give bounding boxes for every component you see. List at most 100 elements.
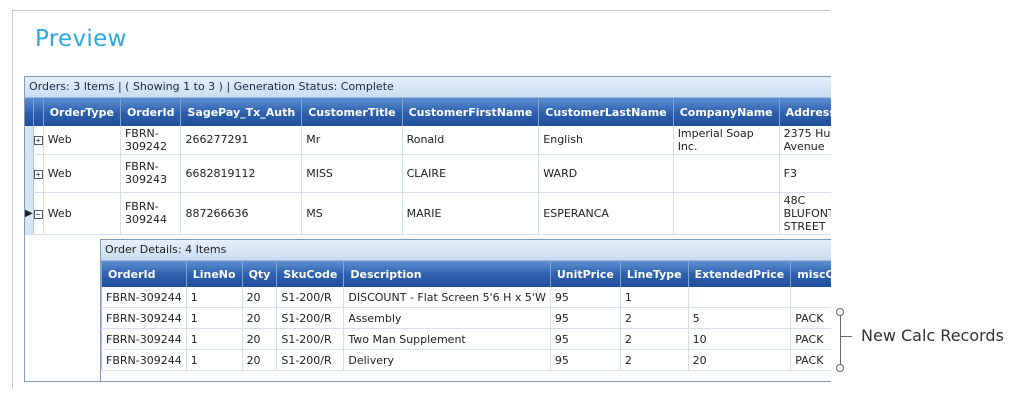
cell-addressline1: 48C BLUFONTEINE STREET: [779, 192, 831, 235]
detail-cell-skucode: S1-200/R: [276, 287, 345, 308]
cell-orderid: FBRN-309243: [120, 154, 182, 193]
column-header-sagepay_tx_auth[interactable]: SagePay_Tx_Auth: [180, 98, 303, 126]
column-header-ordertype[interactable]: OrderType: [43, 98, 121, 126]
cell-companyname: [673, 154, 780, 193]
cell-ordertype: Web: [43, 126, 121, 155]
detail-column-header-linetype[interactable]: LineType: [620, 261, 689, 287]
cell-customertitle: Mr: [301, 126, 403, 155]
cell-addressline1: F3: [779, 154, 831, 193]
detail-cell-orderid: FBRN-309244: [101, 349, 187, 371]
row-selector[interactable]: [25, 126, 34, 155]
detail-row[interactable]: FBRN-309244 1 20 S1-200/R Assembly 95 2 5 PACK: [101, 307, 831, 329]
detail-cell-unitprice: 95: [550, 287, 621, 308]
detail-cell-qty: 20: [242, 328, 278, 350]
detail-cell-skucode: S1-200/R: [276, 307, 345, 329]
column-header-orderid[interactable]: OrderId: [120, 98, 182, 126]
detail-cell-description: DISCOUNT - Flat Screen 5'6 H x 5'W: [343, 287, 551, 308]
detail-cell-extendedprice: 10: [688, 328, 792, 350]
detail-cell-linetype: 2: [620, 307, 689, 329]
cell-sagepay_tx_auth: 887266636: [180, 192, 303, 235]
order-row[interactable]: + Web FBRN-309242 266277291 Mr Ronald English I…: [25, 126, 831, 155]
detail-cell-orderid: FBRN-309244: [101, 328, 187, 350]
order-row[interactable]: + Web FBRN-309243 6682819112 MISS CLAIRE WARD F…: [25, 154, 831, 193]
orders-table: OrderType OrderId SagePay_Tx_Auth CustomerT…: [25, 98, 831, 381]
detail-column-header-extendedprice[interactable]: ExtendedPrice: [688, 261, 792, 287]
column-header-companyname[interactable]: CompanyName: [673, 98, 780, 126]
detail-cell-lineno: 1: [186, 307, 243, 329]
detail-cell-unitprice: 95: [550, 307, 621, 329]
cell-companyname: Imperial Soap Inc.: [673, 126, 780, 155]
orders-status-bar: Orders: 3 Items | ( Showing 1 to 3 ) | G…: [25, 77, 831, 98]
detail-cell-unitprice: 95: [550, 349, 621, 371]
frame-left-border: [12, 10, 13, 388]
cell-customertitle: MS: [301, 192, 403, 235]
expander-cell[interactable]: +: [33, 154, 44, 193]
column-header-customerlastname[interactable]: CustomerLastName: [538, 98, 674, 126]
detail-cell-miscchargeid: PACK: [790, 307, 831, 329]
detail-column-header-unitprice[interactable]: UnitPrice: [550, 261, 621, 287]
detail-column-header-miscchargeid[interactable]: miscChargeId: [790, 261, 831, 287]
orders-grid: Orders: 3 Items | ( Showing 1 to 3 ) | G…: [24, 76, 831, 382]
expander-cell[interactable]: −: [33, 192, 44, 235]
expand-icon[interactable]: +: [33, 136, 43, 146]
cell-customerlastname: ESPERANCA: [538, 192, 674, 235]
callout-bracket: [840, 312, 841, 368]
column-header-addressline1[interactable]: AddressLine1: [779, 98, 831, 126]
cell-customerfirstname: Ronald: [402, 126, 540, 155]
detail-row[interactable]: FBRN-309244 1 20 S1-200/R DISCOUNT - Flat Sc…: [101, 287, 831, 308]
detail-cell-extendedprice: [688, 287, 792, 308]
detail-cell-linetype: 1: [620, 287, 689, 308]
current-row-arrow-icon: ▶: [25, 208, 33, 219]
cell-customerlastname: WARD: [538, 154, 674, 193]
detail-cell-miscchargeid: [790, 287, 831, 308]
detail-cell-description: Delivery: [343, 349, 551, 371]
expand-icon[interactable]: +: [33, 169, 43, 179]
cell-orderid: FBRN-309242: [120, 126, 182, 155]
detail-row-selector[interactable]: [101, 287, 102, 308]
detail-row[interactable]: FBRN-309244 1 20 S1-200/R Two Man Supplement…: [101, 328, 831, 350]
detail-column-header-qty[interactable]: Qty: [242, 261, 278, 287]
expander-header: [33, 98, 44, 126]
row-selector[interactable]: [25, 154, 34, 193]
detail-cell-linetype: 2: [620, 328, 689, 350]
page-title: Preview: [35, 26, 127, 52]
row-selector[interactable]: ▶: [25, 192, 34, 235]
callout-pointer: [840, 336, 852, 337]
detail-column-header-description[interactable]: Description: [343, 261, 551, 287]
detail-cell-qty: 20: [242, 287, 278, 308]
detail-row[interactable]: FBRN-309244 1 20 S1-200/R Delivery 95 2 20 PACK: [101, 349, 831, 371]
frame-top-border: [12, 10, 830, 11]
order-row[interactable]: ▶ − Web FBRN-309244 887266636 MS MARIE ESPERANC…: [25, 192, 831, 235]
order-details-status-bar: Order Details: 4 Items: [101, 240, 831, 261]
detail-row-selector[interactable]: [101, 307, 102, 329]
detail-column-header-skucode[interactable]: SkuCode: [276, 261, 345, 287]
column-header-customertitle[interactable]: CustomerTitle: [301, 98, 403, 126]
detail-cell-description: Assembly: [343, 307, 551, 329]
detail-cell-extendedprice: 5: [688, 307, 792, 329]
detail-row-selector[interactable]: [101, 328, 102, 350]
detail-cell-miscchargeid: PACK: [790, 349, 831, 371]
row-selector-header: [25, 98, 34, 126]
order-details-table: OrderId LineNo Qty SkuCode Description UnitPr…: [101, 261, 831, 371]
cell-addressline1: 2375 Hudson Avenue: [779, 126, 831, 155]
detail-column-header-orderid[interactable]: OrderId: [101, 261, 187, 287]
detail-column-header-lineno[interactable]: LineNo: [186, 261, 243, 287]
collapse-icon[interactable]: −: [33, 209, 43, 219]
cell-customertitle: MISS: [301, 154, 403, 193]
detail-cell-lineno: 1: [186, 349, 243, 371]
cell-companyname: [673, 192, 780, 235]
callout-dot-bottom: [836, 364, 844, 372]
order-details-grid: Order Details: 4 Items OrderId LineNo Qty S…: [100, 239, 831, 381]
detail-cell-qty: 20: [242, 349, 278, 371]
expander-cell[interactable]: +: [33, 126, 44, 155]
cell-ordertype: Web: [43, 154, 121, 193]
cell-sagepay_tx_auth: 266277291: [180, 126, 303, 155]
column-header-customerfirstname[interactable]: CustomerFirstName: [402, 98, 540, 126]
detail-cell-skucode: S1-200/R: [276, 328, 345, 350]
detail-cell-miscchargeid: PACK: [790, 328, 831, 350]
cell-sagepay_tx_auth: 6682819112: [180, 154, 303, 193]
detail-cell-skucode: S1-200/R: [276, 349, 345, 371]
detail-cell-extendedprice: 20: [688, 349, 792, 371]
detail-cell-orderid: FBRN-309244: [101, 287, 187, 308]
detail-row-selector[interactable]: [101, 349, 102, 371]
